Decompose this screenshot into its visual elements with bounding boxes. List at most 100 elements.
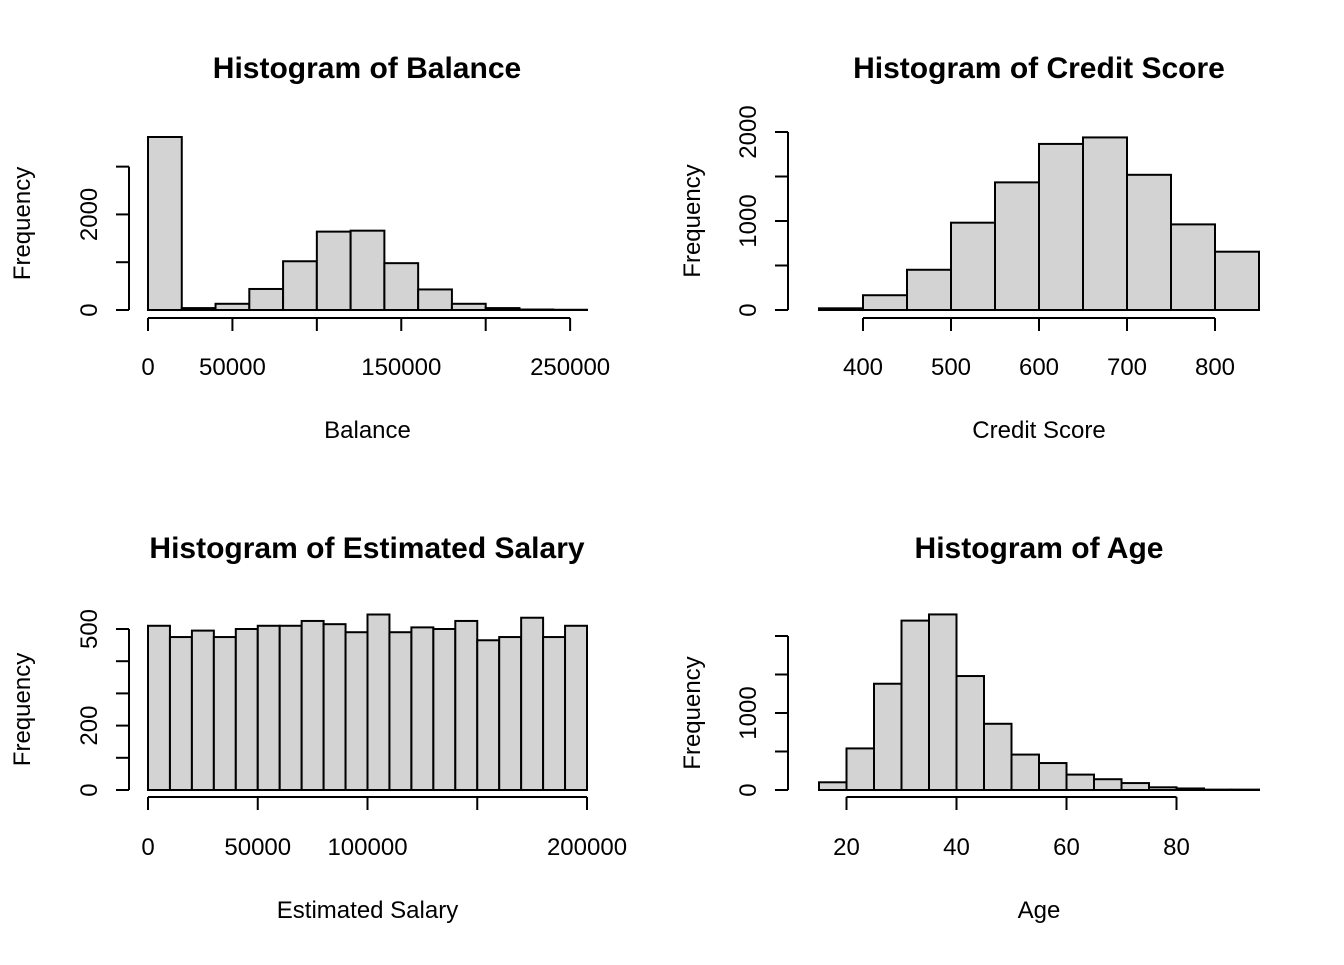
histogram-bar <box>317 232 351 310</box>
histogram-bar <box>499 637 521 790</box>
x-tick-label: 50000 <box>224 834 291 861</box>
x-axis-label: Age <box>1018 897 1061 924</box>
histogram-bar <box>216 304 250 310</box>
histogram-bar <box>1012 755 1040 790</box>
histogram-bar <box>368 615 390 790</box>
x-tick-label: 150000 <box>361 354 441 381</box>
x-tick-label: 60 <box>1053 834 1080 861</box>
histogram-bar <box>452 304 486 310</box>
histogram-bar <box>1039 763 1067 790</box>
histogram-bar <box>192 631 214 790</box>
histogram-bar <box>863 295 907 310</box>
y-axis-label: Frequency <box>679 164 706 277</box>
x-tick-label: 600 <box>1019 354 1059 381</box>
x-tick-label: 0 <box>141 354 154 381</box>
histogram-bar <box>819 782 847 790</box>
histogram-bar <box>984 724 1012 790</box>
histogram-bar <box>170 637 192 790</box>
y-axis-label: Frequency <box>679 656 706 769</box>
histogram-bar <box>1171 224 1215 310</box>
y-tick-label: 0 <box>76 303 103 316</box>
histogram-panel-1: Histogram of Balance 0 50000 150000 250000 0 2… <box>9 52 610 444</box>
histogram-bar <box>148 626 170 790</box>
x-tick-label: 100000 <box>327 834 407 861</box>
histogram-bar <box>486 308 520 310</box>
histogram-bar <box>995 182 1039 310</box>
histogram-bar <box>1177 788 1205 790</box>
histogram-bar <box>148 137 182 310</box>
y-tick-label: 0 <box>735 783 762 796</box>
histogram-bar <box>214 637 236 790</box>
x-tick-label: 200000 <box>547 834 627 861</box>
x-tick-label: 40 <box>943 834 970 861</box>
histogram-bar <box>902 621 930 790</box>
chart-title: Histogram of Balance <box>213 52 521 85</box>
histogram-bar <box>283 261 317 310</box>
histogram-bar <box>433 629 455 790</box>
histogram-bar <box>1122 783 1150 790</box>
y-tick-label: 500 <box>76 609 103 649</box>
histogram-bar <box>1094 779 1122 790</box>
histogram-bar <box>280 626 302 790</box>
histogram-bar <box>258 626 280 790</box>
x-tick-label: 700 <box>1107 354 1147 381</box>
y-tick-label: 2000 <box>735 105 762 158</box>
x-axis-label: Balance <box>324 417 411 444</box>
y-tick-label: 200 <box>76 706 103 746</box>
x-tick-label: 250000 <box>530 354 610 381</box>
histogram-bar <box>1215 252 1259 310</box>
histogram-bar <box>1083 137 1127 310</box>
histogram-bar <box>951 223 995 310</box>
y-tick-label: 0 <box>76 783 103 796</box>
x-tick-label: 80 <box>1163 834 1190 861</box>
x-tick-label: 800 <box>1195 354 1235 381</box>
histogram-panel-4: Histogram of Age 20 40 60 80 0 1000 Age Frequenc… <box>679 532 1259 924</box>
histogram-bar <box>324 624 346 790</box>
x-tick-label: 0 <box>141 834 154 861</box>
histogram-bar <box>819 308 863 310</box>
histogram-bar <box>418 289 452 310</box>
histogram-bar <box>521 618 543 790</box>
chart-title: Histogram of Estimated Salary <box>149 532 584 565</box>
y-tick-label: 0 <box>735 303 762 316</box>
histogram-bar <box>249 289 283 310</box>
histogram-bar <box>929 614 957 790</box>
histogram-panel-2: Histogram of Credit Score 400 500 600 700 800… <box>679 52 1259 444</box>
histogram-bar <box>874 684 902 790</box>
x-axis-label: Credit Score <box>972 417 1105 444</box>
y-axis-label: Frequency <box>9 653 36 766</box>
histogram-bar <box>302 621 324 790</box>
histogram-bar <box>455 621 477 790</box>
histogram-bar <box>236 629 258 790</box>
histogram-bar <box>182 308 216 310</box>
histogram-bar <box>346 632 368 790</box>
histogram-bar <box>1039 144 1083 310</box>
histogram-bar <box>1127 175 1171 310</box>
histogram-bar <box>847 748 875 790</box>
x-tick-label: 50000 <box>199 354 266 381</box>
x-tick-label: 500 <box>931 354 971 381</box>
histogram-bar <box>565 626 587 790</box>
histogram-bar <box>907 270 951 310</box>
histogram-bar <box>411 627 433 790</box>
y-tick-label: 2000 <box>76 188 103 241</box>
histogram-bar <box>351 231 385 310</box>
histogram-bar <box>957 676 985 790</box>
histogram-bar <box>389 632 411 790</box>
histogram-bar <box>1067 775 1095 790</box>
y-axis-label: Frequency <box>9 167 36 280</box>
histogram-bar <box>384 263 418 310</box>
y-tick-label: 1000 <box>735 194 762 247</box>
x-axis-label: Estimated Salary <box>277 897 458 924</box>
y-tick-label: 1000 <box>735 686 762 739</box>
x-tick-label: 400 <box>843 354 883 381</box>
histogram-panel-3: Histogram of Estimated Salary 0 50000 10000… <box>9 532 627 924</box>
x-tick-label: 20 <box>833 834 860 861</box>
histogram-bar <box>543 637 565 790</box>
chart-title: Histogram of Age <box>915 532 1164 565</box>
histogram-bar <box>1149 787 1177 790</box>
chart-title: Histogram of Credit Score <box>853 52 1225 85</box>
histogram-bar <box>477 640 499 790</box>
